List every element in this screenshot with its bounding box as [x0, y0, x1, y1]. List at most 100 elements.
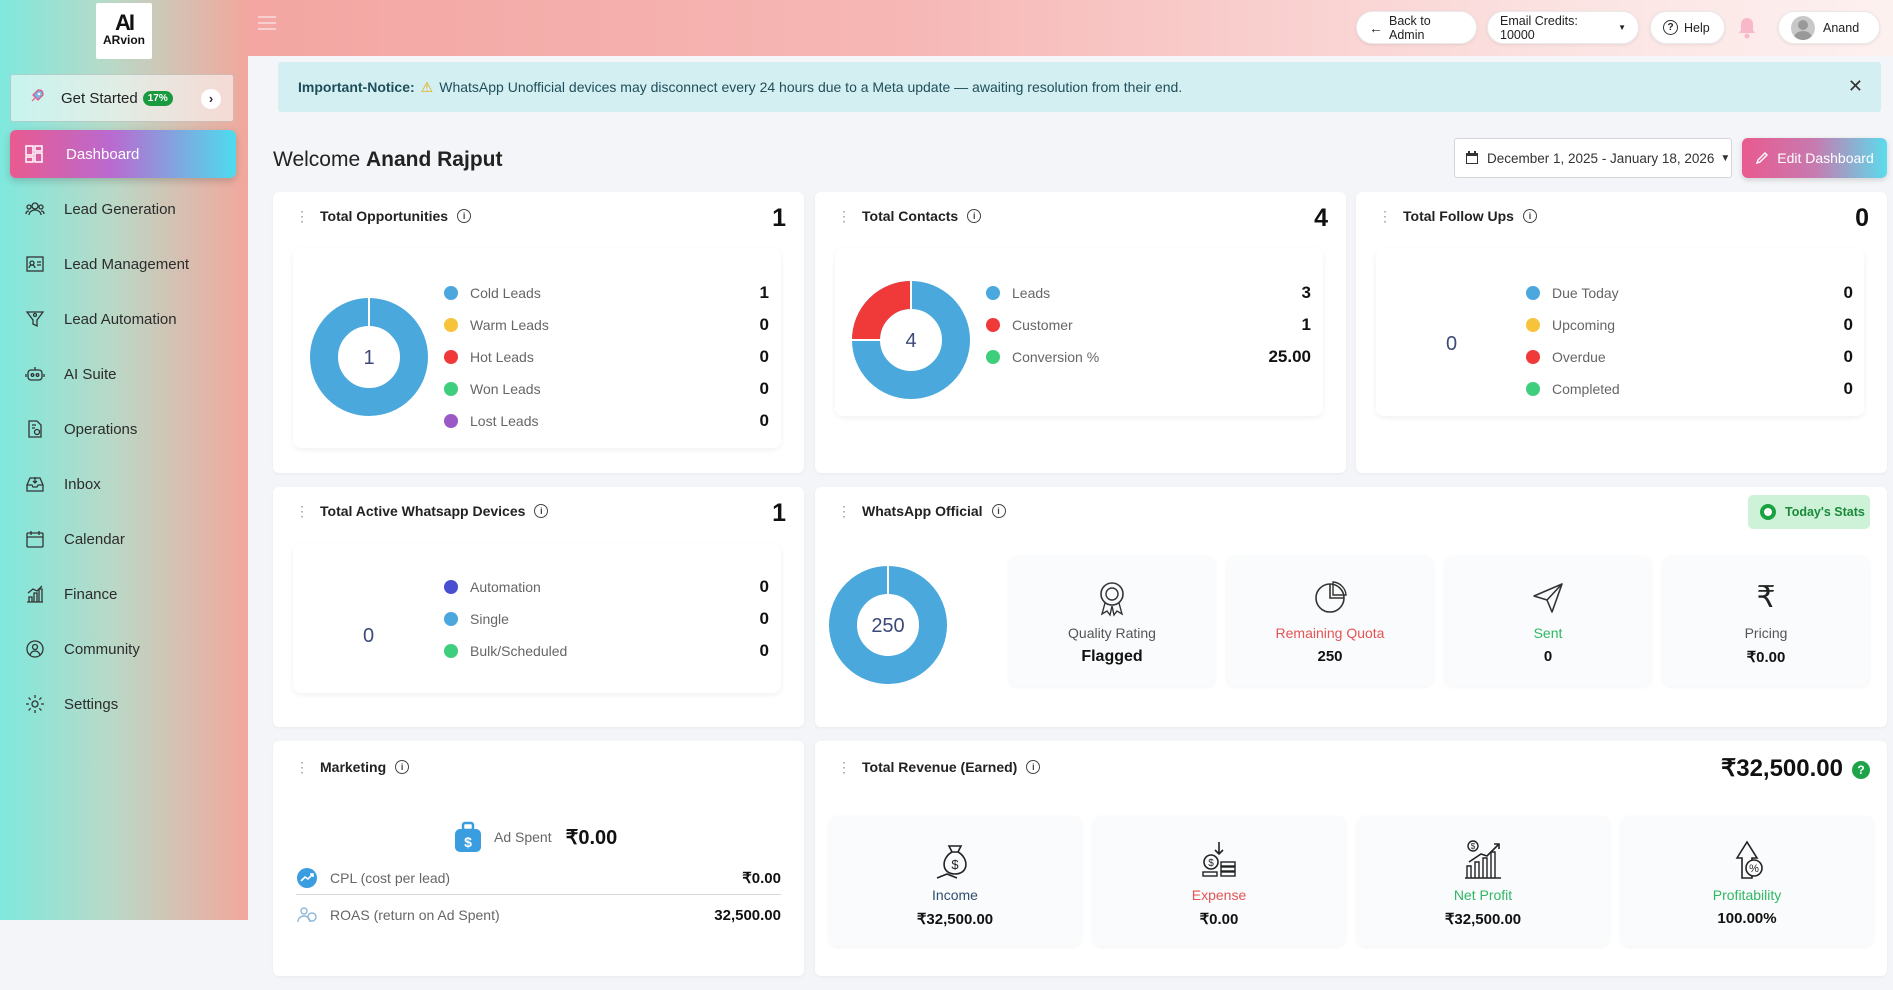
- info-icon[interactable]: i: [967, 209, 982, 223]
- drag-handle-icon[interactable]: ⋮: [295, 758, 309, 775]
- legend-dot: [986, 350, 1000, 364]
- legend-value: 0: [1843, 315, 1853, 334]
- legend-dot: [444, 580, 458, 594]
- user-name: Anand: [1823, 20, 1860, 35]
- brand-logo[interactable]: AI ARvion: [96, 3, 152, 59]
- sidebar-item-inbox[interactable]: Inbox: [24, 472, 101, 496]
- legend-label: Upcoming: [1552, 317, 1616, 333]
- contact-card-icon: [24, 253, 46, 275]
- dashboard-icon: [24, 144, 44, 164]
- donut-segment-customer: [852, 281, 912, 341]
- info-icon[interactable]: i: [457, 209, 472, 223]
- legend-value: 0: [759, 347, 769, 366]
- info-icon[interactable]: i: [1522, 209, 1537, 223]
- date-range-picker[interactable]: December 1, 2025 - January 18, 2026 ▼: [1454, 138, 1732, 178]
- notice-text: WhatsApp Unofficial devices may disconne…: [439, 79, 1183, 95]
- sidebar-item-operations[interactable]: Operations: [24, 417, 137, 441]
- sidebar-item-ai-suite[interactable]: AI Suite: [24, 362, 117, 386]
- follow-ups-center-value: 0: [1446, 333, 1458, 355]
- avatar: [1791, 15, 1815, 40]
- legend-label: Automation: [470, 579, 541, 595]
- help-label: Help: [1684, 20, 1710, 35]
- legend-dot: [444, 612, 458, 626]
- back-to-admin-button[interactable]: ← Back to Admin: [1356, 11, 1477, 44]
- info-icon[interactable]: i: [991, 504, 1006, 518]
- sidebar-item-settings[interactable]: Settings: [24, 692, 118, 716]
- info-icon[interactable]: i: [395, 760, 410, 774]
- tile-value: 0: [1543, 648, 1553, 665]
- chevron-right-icon[interactable]: ›: [201, 89, 221, 109]
- card-header: ⋮ Total Follow Ups i: [1356, 192, 1887, 240]
- legend-dot: [444, 382, 458, 396]
- legend-label: Cold Leads: [470, 285, 541, 301]
- percent-house-icon: %: [1735, 840, 1763, 879]
- drag-handle-icon[interactable]: ⋮: [295, 207, 309, 224]
- sidebar-item-lead-automation[interactable]: Lead Automation: [24, 307, 177, 331]
- sidebar-item-label: Lead Generation: [64, 200, 176, 218]
- users-icon: [24, 198, 46, 220]
- info-icon[interactable]: i: [1026, 760, 1041, 774]
- sidebar-item-finance[interactable]: Finance: [24, 582, 117, 606]
- drag-handle-icon[interactable]: ⋮: [837, 207, 851, 224]
- card-header: ⋮ WhatsApp Official i: [815, 487, 1887, 535]
- sidebar-item-lead-management[interactable]: Lead Management: [24, 252, 189, 276]
- active-whatsapp-devices-card: ⋮ Total Active Whatsapp Devices i 1: [273, 487, 804, 727]
- logo-mark: AI: [115, 10, 135, 35]
- sidebar-item-community[interactable]: Community: [24, 637, 140, 661]
- hamburger-menu-icon[interactable]: [258, 16, 276, 30]
- quality-rating-tile: Quality Rating Flagged: [1009, 556, 1215, 686]
- help-icon[interactable]: ?: [1852, 761, 1870, 779]
- income-tile: $ Income ₹32,500.00: [829, 816, 1081, 946]
- sidebar-item-calendar[interactable]: Calendar: [24, 527, 125, 551]
- drag-handle-icon[interactable]: ⋮: [837, 758, 851, 775]
- tile-value: 100.00%: [1717, 910, 1777, 927]
- info-icon[interactable]: i: [534, 504, 549, 518]
- drag-handle-icon[interactable]: ⋮: [837, 502, 851, 519]
- legend-item: Upcoming 0: [1526, 309, 1853, 341]
- legend-label: Warm Leads: [470, 317, 549, 333]
- welcome-user-name: Anand Rajput: [365, 148, 503, 171]
- legend-item: Automation 0: [444, 571, 769, 603]
- back-to-admin-label: Back to Admin: [1389, 13, 1431, 42]
- money-bag-icon: $: [455, 821, 481, 852]
- card-title: Total Revenue (Earned): [862, 759, 1018, 775]
- tile-label: Expense: [1191, 887, 1247, 903]
- email-credits-dropdown[interactable]: Email Credits: 10000 ▼: [1487, 11, 1639, 44]
- date-range-text: December 1, 2025 - January 18, 2026: [1487, 150, 1715, 166]
- legend-dot: [986, 318, 1000, 332]
- sidebar-item-lead-generation[interactable]: Lead Generation: [24, 197, 176, 221]
- sidebar-item-label: Finance: [64, 585, 118, 603]
- drag-handle-icon[interactable]: ⋮: [295, 502, 309, 519]
- follow-ups-legend: Due Today 0 Upcoming 0 Overdue 0 Completed 0: [1526, 277, 1853, 405]
- user-menu-button[interactable]: Anand: [1778, 11, 1880, 44]
- bell-icon[interactable]: [1736, 16, 1758, 40]
- remaining-quota-tile: Remaining Quota 250: [1227, 556, 1433, 686]
- coins-expense-icon: $: [1202, 842, 1236, 877]
- sidebar-item-label: Calendar: [64, 530, 125, 548]
- sidebar-item-dashboard[interactable]: Dashboard: [10, 130, 236, 178]
- help-button[interactable]: ? Help: [1650, 11, 1725, 44]
- todays-stats-toggle[interactable]: Today's Stats: [1748, 495, 1870, 529]
- close-icon[interactable]: ✕: [1847, 76, 1863, 96]
- legend-dot: [444, 414, 458, 428]
- legend-dot: [1526, 286, 1540, 300]
- get-started-button[interactable]: Get Started 17% ›: [10, 74, 234, 122]
- total-follow-ups-card: ⋮ Total Follow Ups i 0: [1356, 192, 1887, 473]
- pricing-tile: ₹ Pricing ₹0.00: [1663, 556, 1869, 686]
- total-contacts-card: ⋮ Total Contacts i 4: [815, 192, 1346, 473]
- legend-item: Bulk/Scheduled 0: [444, 635, 769, 667]
- legend-dot: [1526, 318, 1540, 332]
- card-title: Total Opportunities: [320, 208, 449, 224]
- roas-label: ROAS (return on Ad Spent): [330, 907, 500, 923]
- drag-handle-icon[interactable]: ⋮: [1378, 207, 1392, 224]
- legend-dot: [986, 286, 1000, 300]
- tile-value: ₹0.00: [1199, 911, 1239, 928]
- card-total: 0: [1855, 204, 1869, 232]
- tile-label: Pricing: [1744, 625, 1788, 641]
- legend-label: Customer: [1012, 317, 1073, 333]
- todays-stats-label: Today's Stats: [1785, 505, 1865, 519]
- legend-item: Cold Leads 1: [444, 277, 769, 309]
- growth-chart-icon: $: [1465, 840, 1501, 879]
- edit-dashboard-button[interactable]: Edit Dashboard: [1742, 138, 1887, 178]
- legend-value: 0: [759, 577, 769, 596]
